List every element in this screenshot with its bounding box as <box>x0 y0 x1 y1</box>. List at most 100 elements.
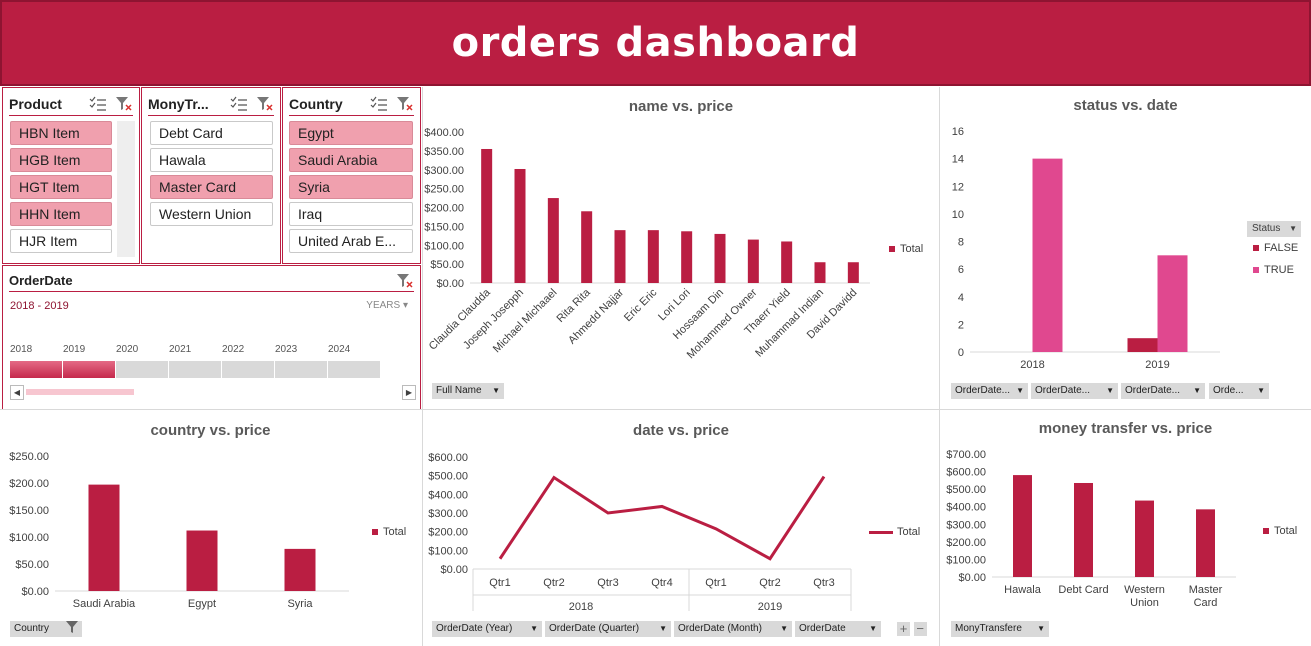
orderdate-field-button[interactable]: OrderDate (Month) ▼ <box>674 621 792 637</box>
slicer-item[interactable]: Egypt <box>289 121 413 145</box>
slicer-item[interactable]: Western Union <box>150 202 273 226</box>
slicer-header: MonyTr... <box>148 92 274 116</box>
clear-filter-icon[interactable] <box>396 273 414 289</box>
y-tick-label: $100.00 <box>428 545 468 557</box>
y-tick-label: $200.00 <box>424 203 464 215</box>
timeline-year-label: 2018 <box>10 344 33 355</box>
x-tick-label: Egypt <box>188 598 216 610</box>
scroll-right-icon[interactable]: ▶ <box>402 385 416 400</box>
orderdate-field-button[interactable]: OrderDate (Year) ▼ <box>432 621 542 637</box>
dropdown-arrow-icon: ▼ <box>1016 386 1024 395</box>
slicer-item[interactable]: Iraq <box>289 202 413 226</box>
timeline-year-cell[interactable] <box>275 361 327 378</box>
timeline-year-cell[interactable] <box>10 361 62 378</box>
field-label: Status <box>1252 223 1281 234</box>
slicer-item[interactable]: Master Card <box>150 175 273 199</box>
money-transfer-slicer: MonyTr... Debt Card Hawala Master Card West… <box>141 87 281 264</box>
timeline-year-cell[interactable] <box>63 361 115 378</box>
clear-filter-icon[interactable] <box>256 96 274 112</box>
collapse-minus-icon[interactable]: − <box>913 622 927 636</box>
money-transfer-field-button[interactable]: MonyTransfere ▼ <box>951 621 1049 637</box>
timeline-year-cell[interactable] <box>169 361 221 378</box>
timeline-level-dropdown[interactable]: YEARS ▾ <box>366 300 408 311</box>
y-tick-label: $100.00 <box>9 532 49 544</box>
bar <box>614 230 626 283</box>
slicer-item[interactable]: HBN Item <box>10 121 112 145</box>
field-label: OrderDate <box>799 623 846 634</box>
legend-true: TRUE <box>1253 264 1294 276</box>
dropdown-arrow-icon: ▼ <box>1193 386 1201 395</box>
panel-divider <box>939 410 940 646</box>
legend-label: Total <box>900 243 924 255</box>
x-tick-label: Qtr2 <box>543 577 564 589</box>
country-price-title: country vs. price <box>150 422 271 439</box>
clear-filter-icon[interactable] <box>396 96 414 112</box>
clear-filter-icon[interactable] <box>115 96 133 112</box>
timeline-range: 2018 - 2019 <box>10 300 69 312</box>
slicer-item[interactable]: HGB Item <box>10 148 112 172</box>
slicer-item[interactable]: Debt Card <box>150 121 273 145</box>
slicer-item[interactable]: HHN Item <box>10 202 112 226</box>
orderdate-field-button[interactable]: OrderDate... ▼ <box>1031 383 1118 399</box>
multi-select-icon[interactable] <box>89 96 107 112</box>
product-slicer-title: Product <box>9 95 62 112</box>
slicer-scrollbar[interactable] <box>117 121 135 257</box>
bar <box>581 211 593 283</box>
orderdate-field-button[interactable]: OrderDate ▼ <box>795 621 881 637</box>
dropdown-arrow-icon: ▼ <box>530 624 538 633</box>
x-tick-label: 2018 <box>1020 359 1044 371</box>
x-tick-label: Debt Card <box>1058 584 1108 596</box>
legend-label: Total <box>383 526 407 538</box>
y-tick-label: $250.00 <box>424 184 464 196</box>
scrollbar-thumb[interactable] <box>26 389 134 395</box>
status-legend-field-button[interactable]: Status ▼ <box>1247 221 1301 237</box>
y-tick-label: $0.00 <box>440 564 468 576</box>
field-label: OrderDate (Month) <box>678 623 762 634</box>
slicer-item[interactable]: United Arab E... <box>289 229 413 253</box>
slicer-item[interactable]: Saudi Arabia <box>289 148 413 172</box>
slicer-item[interactable]: Syria <box>289 175 413 199</box>
x-tick-label: Western Union <box>1124 584 1165 609</box>
country-field-button[interactable]: Country <box>10 621 82 637</box>
y-tick-label: $300.00 <box>428 508 468 520</box>
full-name-field-button[interactable]: Full Name ▼ <box>432 383 504 399</box>
orderdate-field-button[interactable]: OrderDate... ▼ <box>1121 383 1205 399</box>
x-tick-label: Master Card <box>1189 584 1223 609</box>
bar <box>1135 500 1154 577</box>
timeline-scrollbar[interactable]: ◀ ▶ <box>10 385 416 400</box>
timeline-year-cell[interactable] <box>222 361 274 378</box>
field-label: OrderDate... <box>1035 385 1091 396</box>
y-tick-label: 2 <box>958 319 964 331</box>
field-label: MonyTransfere <box>955 623 1022 634</box>
x-tick-label: Qtr4 <box>651 577 672 589</box>
orderdate-field-button[interactable]: OrderDate (Quarter) ▼ <box>545 621 671 637</box>
expand-collapse-buttons[interactable]: + − <box>897 622 927 636</box>
timeline-year-cell[interactable] <box>116 361 168 378</box>
orderdate-field-button[interactable]: OrderDate... ▼ <box>951 383 1028 399</box>
expand-plus-icon[interactable]: + <box>897 622 910 636</box>
y-tick-label: 12 <box>952 181 964 193</box>
multi-select-icon[interactable] <box>230 96 248 112</box>
bar <box>814 262 826 283</box>
dropdown-arrow-icon: ▼ <box>659 624 667 633</box>
series-line <box>498 475 826 561</box>
slicer-item[interactable]: HJR Item <box>10 229 112 253</box>
timeline-year-cell[interactable] <box>328 361 380 378</box>
multi-select-icon[interactable] <box>370 96 388 112</box>
y-tick-label: $50.00 <box>15 559 49 571</box>
field-label: Country <box>14 623 50 634</box>
country-price-chart: $0.00 $50.00 $100.00 $150.00 $200.00 $250.00 S… <box>9 451 349 610</box>
y-tick-label: $600.00 <box>428 452 468 464</box>
scroll-left-icon[interactable]: ◀ <box>10 385 24 400</box>
bar <box>1013 475 1032 577</box>
x-group-label: 2018 <box>569 601 593 613</box>
orderdate-field-button[interactable]: Orde... ▼ <box>1209 383 1269 399</box>
bar <box>547 198 559 283</box>
panel-divider <box>422 87 423 646</box>
slicer-header: Country <box>289 92 414 116</box>
slicer-item[interactable]: HGT Item <box>10 175 112 199</box>
dropdown-arrow-icon: ▼ <box>1037 624 1045 633</box>
slicer-item[interactable]: Hawala <box>150 148 273 172</box>
dropdown-arrow-icon: ▼ <box>1257 386 1265 395</box>
product-slicer: Product HBN Item HGB Item HGT Item HHN Item… <box>2 87 140 264</box>
